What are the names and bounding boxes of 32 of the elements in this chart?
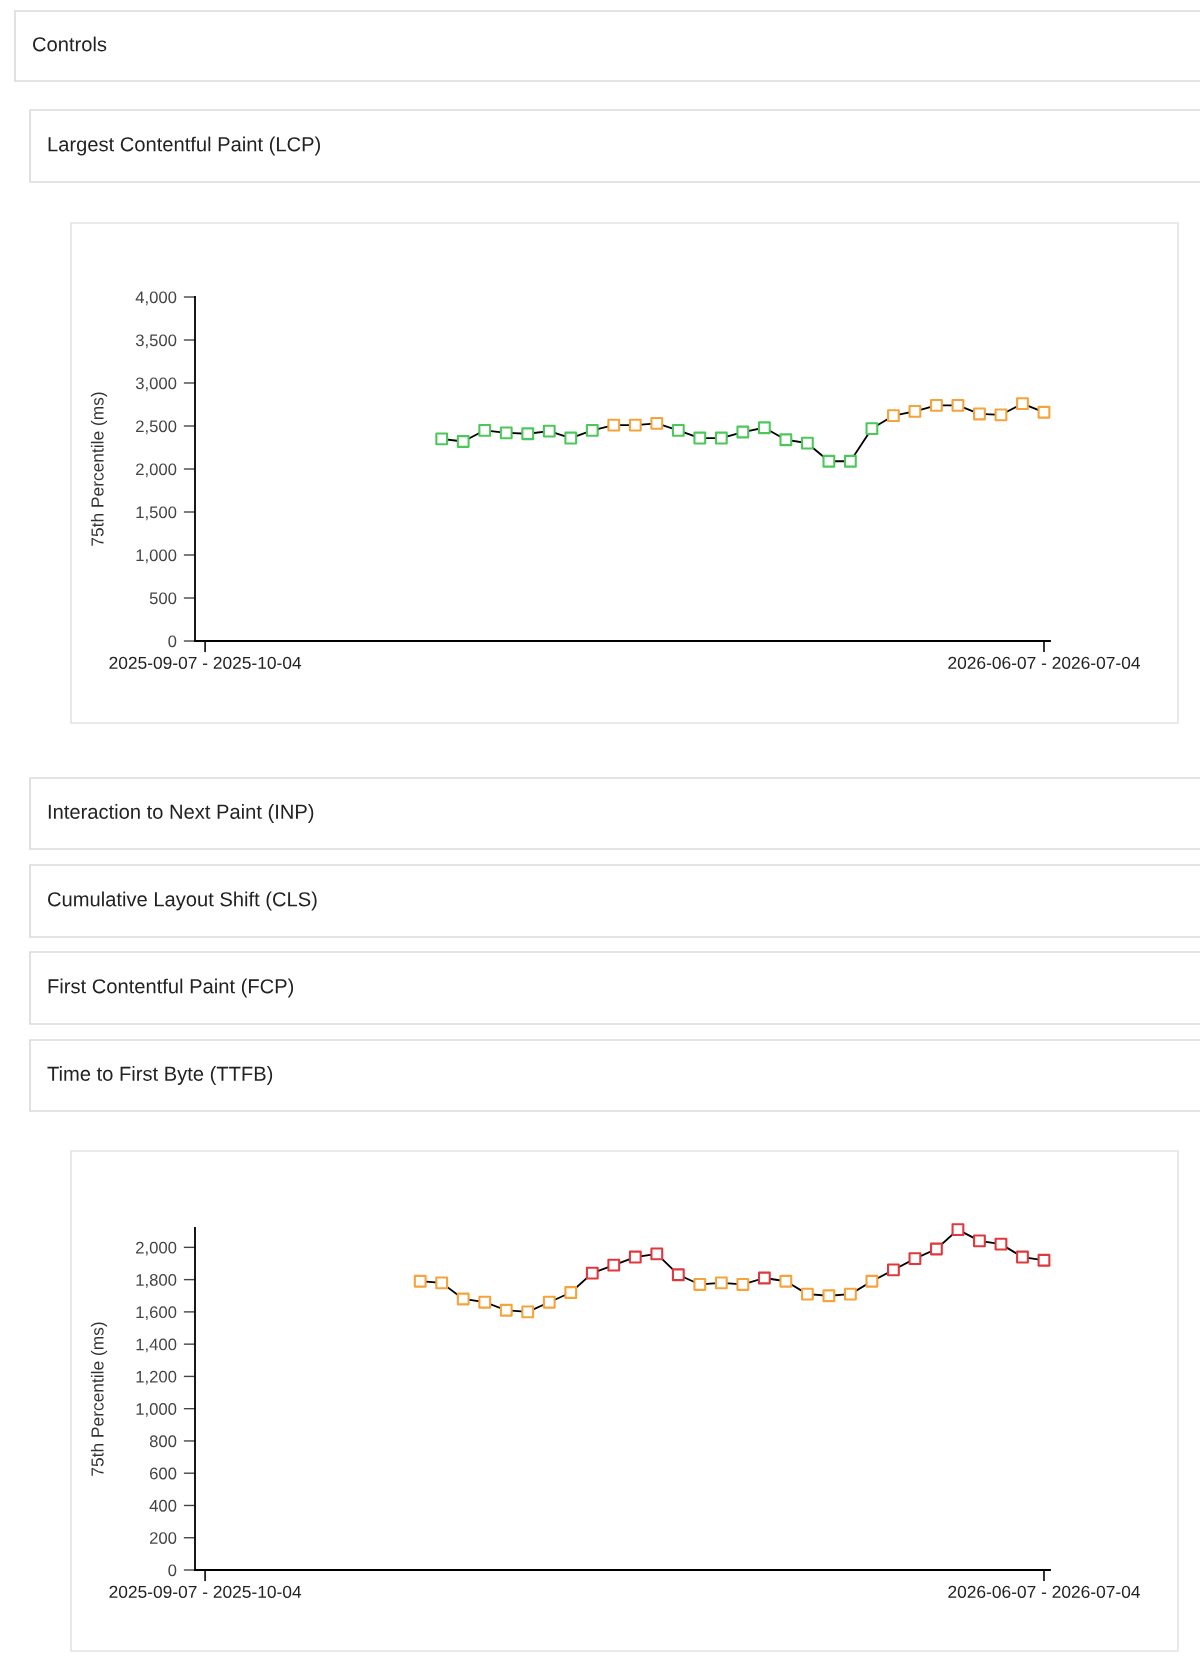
text: Interaction to Next Paint (INP) [48,804,314,823]
y-tick-label: 1,000 [136,1403,177,1417]
x-tick-label: 2025-09-07 - 2025-10-04 [109,1585,302,1599]
y-tick-label: 4,000 [135,291,177,306]
x-tick-label: 2026-06-07 - 2026-07-04 [948,1585,1140,1599]
y-tick-label: 1,000 [136,549,177,564]
chart-title: Time to First Byte (TTFB) [47,1066,273,1085]
x-tick-label: 2026-06-07 - 2026-07-04 [948,656,1140,670]
y-tick-label: 200 [149,1532,177,1544]
y-tick-label: 3,500 [135,334,177,349]
y-tick-label: 500 [149,592,177,605]
y-tick-label: 800 [149,1435,177,1448]
y-tick-label: 0 [168,1564,177,1577]
y-axis-title: 75th Percentile (ms) [90,1322,108,1476]
x-tick-label: 2025-09-07 - 2025-10-04 [109,656,302,670]
y-tick-label: 1,600 [136,1306,177,1321]
y-tick-label: 400 [149,1499,177,1512]
text: Cumulative Layout Shift (CLS) [48,891,317,911]
y-tick-label: 3,000 [135,377,177,392]
y-tick-label: 600 [149,1467,177,1480]
y-tick-label: 1,200 [136,1370,177,1385]
y-tick-label: 1,800 [136,1274,177,1288]
text: First Contentful Paint (FCP) [48,978,294,998]
y-tick-label: 0 [168,635,177,648]
text: Controls [33,36,107,52]
y-tick-label: 1,400 [136,1338,177,1353]
chart-title: Largest Contentful Paint (LCP) [48,136,320,156]
y-tick-label: 2,500 [136,420,177,435]
y-tick-label: 1,500 [136,506,177,521]
y-axis-title: 75th Percentile (ms) [90,392,108,546]
y-tick-label: 2,000 [136,1241,177,1256]
y-tick-label: 2,000 [136,463,177,478]
